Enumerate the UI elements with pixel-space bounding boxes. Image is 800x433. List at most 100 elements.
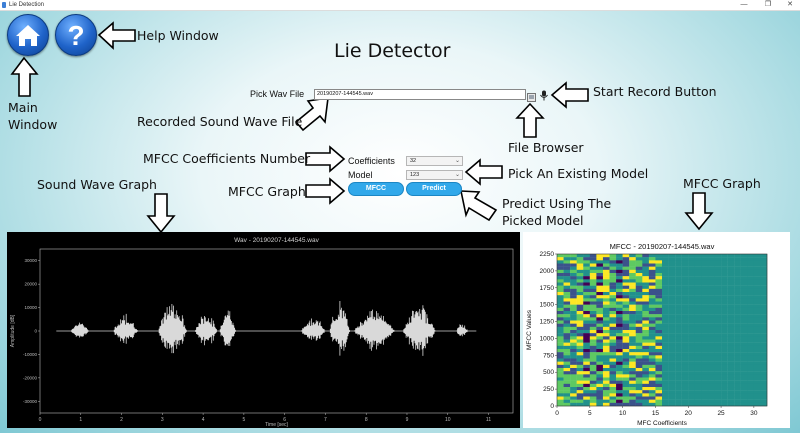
heatmap-cell bbox=[707, 298, 715, 302]
heatmap-cell bbox=[616, 368, 623, 372]
heatmap-cell bbox=[747, 349, 755, 353]
heatmap-cell bbox=[648, 361, 656, 366]
help-button[interactable]: ? bbox=[55, 14, 97, 56]
heatmap-cell bbox=[589, 314, 597, 318]
heatmap-cell bbox=[563, 349, 571, 353]
heatmap-cell bbox=[760, 273, 768, 277]
x-tick-label: 30 bbox=[750, 410, 758, 417]
heatmap-cell bbox=[701, 342, 709, 347]
heatmap-cell bbox=[747, 276, 755, 280]
heatmap-cell bbox=[655, 323, 663, 328]
heatmap-cell bbox=[694, 273, 702, 277]
heatmap-cell bbox=[609, 298, 617, 302]
heatmap-cell bbox=[563, 263, 571, 267]
heatmap-cell bbox=[675, 276, 682, 280]
heatmap-cell bbox=[707, 304, 715, 309]
heatmap-cell bbox=[727, 383, 735, 388]
heatmap-cell bbox=[694, 352, 702, 356]
model-select[interactable]: 123 ⌄ bbox=[406, 170, 463, 180]
heatmap-cell bbox=[583, 314, 591, 318]
heatmap-cell bbox=[747, 314, 755, 318]
heatmap-cell bbox=[714, 333, 722, 337]
maximize-button[interactable]: ❐ bbox=[764, 1, 772, 8]
file-browser-button[interactable] bbox=[527, 89, 536, 102]
model-label: Model bbox=[348, 170, 373, 180]
heatmap-cell bbox=[635, 317, 643, 321]
heatmap-cell bbox=[727, 301, 735, 305]
heatmap-cell bbox=[753, 330, 761, 334]
heatmap-cell bbox=[642, 349, 650, 353]
heatmap-cell bbox=[668, 345, 676, 350]
heatmap-cell bbox=[629, 371, 636, 375]
heatmap-cell bbox=[570, 396, 577, 400]
home-button[interactable] bbox=[7, 14, 49, 56]
heatmap-cell bbox=[694, 377, 702, 381]
heatmap-cell bbox=[701, 276, 709, 280]
heatmap-cell bbox=[714, 279, 722, 283]
heatmap-cell bbox=[642, 390, 650, 394]
heatmap-cell bbox=[740, 314, 748, 318]
heatmap-cell bbox=[563, 301, 571, 305]
heatmap-cell bbox=[576, 371, 584, 375]
heatmap-cell bbox=[602, 295, 610, 299]
y-tick-label: 1500 bbox=[540, 302, 555, 309]
heatmap-cell bbox=[655, 368, 663, 372]
wave-segment bbox=[354, 309, 395, 351]
heatmap-cell bbox=[622, 333, 630, 337]
heatmap-cell bbox=[701, 371, 709, 375]
mfcc-button[interactable]: MFCC bbox=[348, 182, 404, 196]
heatmap-cell bbox=[760, 393, 768, 397]
heatmap-cell bbox=[714, 330, 722, 334]
heatmap-cell bbox=[675, 374, 682, 378]
heatmap-cell bbox=[707, 380, 715, 385]
heatmap-cell bbox=[721, 298, 728, 302]
heatmap-cell bbox=[583, 364, 591, 369]
heatmap-cell bbox=[655, 288, 663, 293]
heatmap-cell bbox=[753, 352, 761, 356]
heatmap-cell bbox=[675, 364, 682, 369]
heatmap-cell bbox=[675, 314, 682, 318]
heatmap-cell bbox=[727, 393, 735, 397]
heatmap-cell bbox=[734, 374, 741, 378]
record-button[interactable] bbox=[539, 88, 549, 101]
heatmap-cell bbox=[629, 273, 636, 277]
heatmap-cell bbox=[681, 273, 689, 277]
heatmap-cell bbox=[655, 292, 663, 296]
heatmap-cell bbox=[583, 257, 591, 261]
heatmap-cell bbox=[668, 368, 676, 372]
close-button[interactable]: ✕ bbox=[787, 1, 793, 8]
heatmap-cell bbox=[734, 336, 741, 340]
file-path-input[interactable]: 20190207-144545.wav bbox=[314, 89, 526, 100]
heatmap-cell bbox=[701, 364, 709, 369]
heatmap-cell bbox=[609, 266, 617, 271]
heatmap-cell bbox=[734, 288, 741, 293]
minimize-button[interactable]: — bbox=[740, 1, 748, 8]
heatmap-cell bbox=[648, 355, 656, 359]
heatmap-cell bbox=[701, 311, 709, 315]
heatmap-cell bbox=[642, 266, 650, 271]
heatmap-cell bbox=[596, 269, 604, 274]
heatmap-cell bbox=[583, 374, 591, 378]
heatmap-cell bbox=[596, 371, 604, 375]
heatmap-cell bbox=[721, 304, 728, 309]
heatmap-cell bbox=[740, 374, 748, 378]
coefficients-select[interactable]: 32 ⌄ bbox=[406, 156, 463, 166]
heatmap-cell bbox=[753, 393, 761, 397]
heatmap-cell bbox=[734, 254, 741, 258]
heatmap-cell bbox=[714, 254, 722, 258]
heatmap-cell bbox=[688, 326, 696, 331]
heatmap-cell bbox=[668, 377, 676, 381]
heatmap-cell bbox=[662, 336, 669, 340]
predict-button[interactable]: Predict bbox=[406, 182, 462, 196]
heatmap-cell bbox=[721, 295, 728, 299]
arrow-wave-graph bbox=[146, 193, 176, 234]
heatmap-cell bbox=[642, 295, 650, 299]
heatmap-cell bbox=[576, 317, 584, 321]
heatmap-cell bbox=[760, 336, 768, 340]
heatmap-cell bbox=[629, 330, 636, 334]
heatmap-cell bbox=[583, 342, 591, 347]
heatmap-cell bbox=[596, 383, 604, 388]
heatmap-cell bbox=[602, 317, 610, 321]
heatmap-cell bbox=[707, 260, 715, 264]
heatmap-cell bbox=[563, 339, 571, 343]
